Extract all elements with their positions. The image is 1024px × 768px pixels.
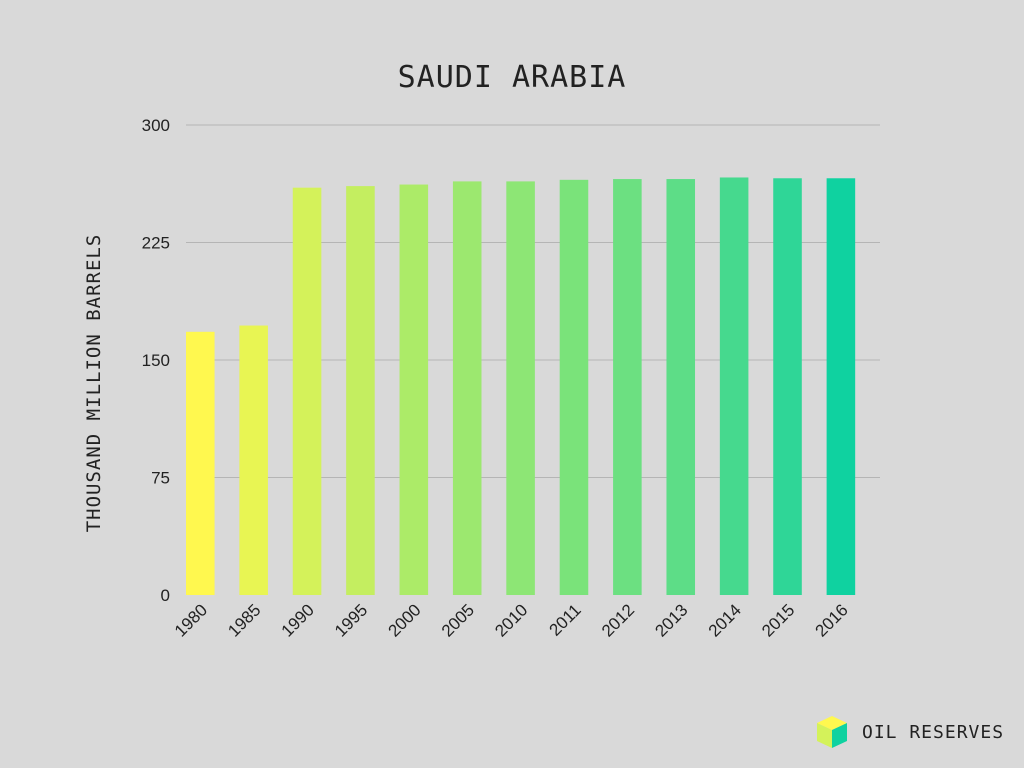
bar-1990: [292, 187, 322, 595]
chart-title: SAUDI ARABIA: [398, 60, 627, 95]
y-tick-label: 300: [142, 116, 170, 135]
y-tick-label: 75: [151, 469, 170, 488]
x-tick-label: 2016: [812, 600, 852, 640]
bar-1980: [186, 331, 215, 595]
x-tick-label: 1980: [171, 600, 211, 640]
brand-label: OIL RESERVES: [862, 722, 1004, 743]
x-tick-labels: 1980 1985 1990 1995 2000 2005 2010 2011 2012 2013…: [171, 600, 852, 640]
cube-icon: [817, 716, 847, 748]
y-tick-label: 150: [142, 351, 170, 370]
bar-2016: [826, 178, 856, 595]
x-tick-label: 1990: [278, 600, 318, 640]
bar-2000: [399, 184, 429, 596]
x-tick-label: 2005: [438, 600, 478, 640]
y-axis-label: THOUSAND MILLION BARRELS: [83, 234, 105, 533]
bar-2010: [506, 181, 535, 595]
bar-2011: [559, 179, 589, 596]
bar-1985: [239, 325, 268, 595]
bars: [186, 177, 856, 596]
x-tick-label: 2010: [491, 600, 531, 640]
x-tick-label: 1985: [224, 600, 264, 640]
x-tick-label: 2015: [758, 600, 798, 640]
x-tick-label: 2011: [546, 600, 585, 639]
y-tick-labels: 0 75 150 225 300: [142, 116, 170, 605]
bar-2005: [452, 181, 482, 595]
brand-logo: OIL RESERVES: [817, 716, 1004, 748]
bar-1995: [346, 186, 375, 595]
bar-2012: [613, 179, 642, 596]
x-tick-label: 2014: [705, 600, 745, 640]
y-tick-label: 0: [161, 586, 170, 605]
bar-2015: [773, 178, 802, 595]
x-tick-label: 2013: [651, 600, 691, 640]
x-tick-label: 1995: [331, 600, 371, 640]
y-tick-label: 225: [142, 234, 170, 253]
x-tick-label: 2012: [598, 600, 638, 640]
x-tick-label: 2000: [384, 600, 424, 640]
bar-2014: [719, 177, 749, 595]
bar-2013: [666, 179, 696, 596]
